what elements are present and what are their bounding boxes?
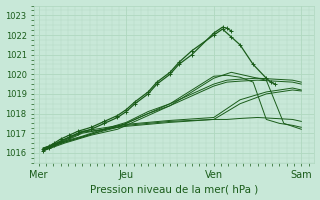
X-axis label: Pression niveau de la mer( hPa ): Pression niveau de la mer( hPa ): [90, 184, 259, 194]
